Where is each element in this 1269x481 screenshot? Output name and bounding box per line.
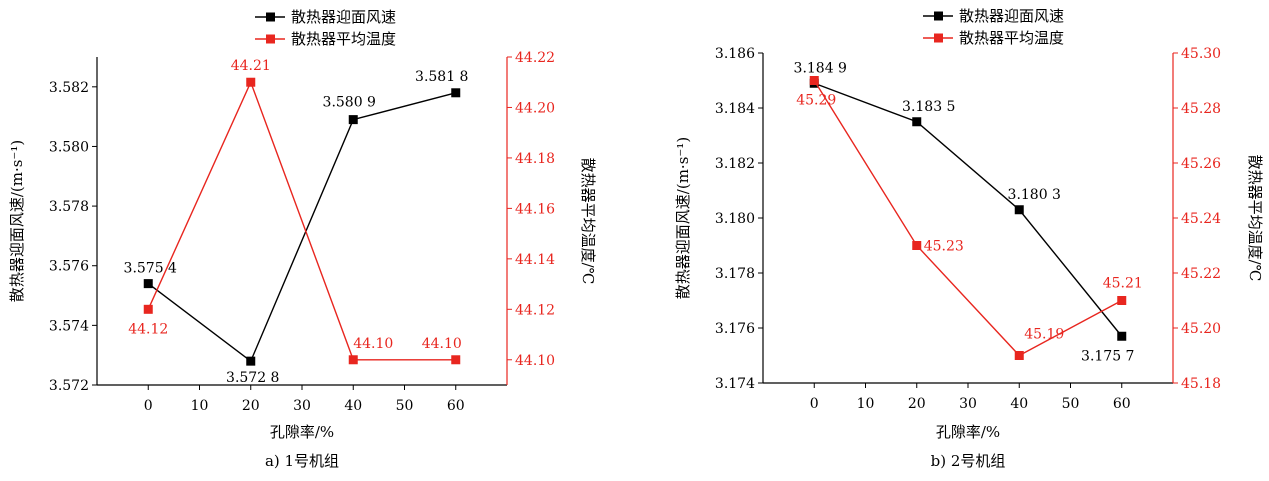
legend-label: 散热器平均温度 [959, 29, 1064, 47]
data-point-temp [348, 355, 358, 365]
y-right-tick-label: 45.22 [1181, 266, 1221, 282]
y-left-axis-title: 散热器迎面风速/(m·s⁻¹) [674, 137, 692, 299]
data-label-temp: 44.10 [353, 336, 393, 352]
y-right-tick-label: 45.20 [1181, 321, 1221, 337]
y-right-tick-label: 44.18 [515, 151, 555, 167]
x-tick-label: 50 [396, 398, 414, 414]
y-right-tick-label: 44.12 [515, 302, 555, 318]
y-left-tick-label: 3.182 [715, 156, 755, 172]
y-right-tick-label: 45.18 [1181, 376, 1221, 392]
y-left-tick-label: 3.186 [715, 46, 755, 62]
legend-label: 散热器迎面风速 [291, 8, 396, 26]
y-right-tick-label: 44.16 [515, 201, 555, 217]
data-point-speed [348, 115, 358, 125]
data-point-speed [912, 117, 922, 127]
y-right-axis-title: 散热器平均温度/℃ [579, 158, 597, 285]
data-point-temp [912, 241, 922, 250]
y-left-tick-label: 3.180 [715, 211, 755, 227]
data-point-temp [246, 77, 256, 87]
data-point-temp [1117, 296, 1127, 305]
data-point-speed [451, 88, 461, 98]
x-axis-title: 孔隙率/% [936, 423, 1000, 441]
legend-marker [266, 12, 275, 22]
x-tick-label: 60 [447, 398, 465, 414]
y-right-tick-label: 44.20 [515, 100, 555, 116]
series-line-speed [147, 92, 456, 363]
data-label-speed: 3.180 3 [1008, 187, 1061, 203]
data-label-speed: 3.581 8 [415, 69, 468, 85]
y-right-tick-label: 44.14 [515, 252, 555, 268]
data-label-speed: 3.183 5 [902, 99, 955, 115]
x-tick-label: 50 [1062, 396, 1080, 412]
chart-caption: a) 1号机组 [265, 452, 339, 470]
chart-caption: b) 2号机组 [931, 452, 1006, 470]
y-right-tick-label: 45.28 [1181, 101, 1221, 117]
series-line-temp [813, 80, 1123, 357]
y-right-tick-label: 45.24 [1181, 211, 1221, 227]
y-left-tick-label: 3.176 [715, 321, 755, 337]
series-line-speed [814, 82, 1123, 337]
y-left-tick-label: 3.580 [49, 139, 89, 155]
data-point-speed [246, 356, 256, 366]
y-left-axis-title: 散热器迎面风速/(m·s⁻¹) [8, 140, 26, 302]
x-tick-label: 0 [810, 396, 819, 412]
y-left-tick-label: 3.178 [715, 266, 755, 282]
y-right-tick-label: 45.26 [1181, 156, 1221, 172]
data-label-temp: 44.21 [231, 58, 271, 74]
x-tick-label: 40 [1010, 396, 1028, 412]
x-tick-label: 10 [857, 396, 875, 412]
x-tick-label: 10 [191, 398, 209, 414]
y-left-tick-label: 3.576 [49, 259, 89, 275]
data-label-temp: 44.12 [128, 321, 168, 337]
data-label-speed: 3.572 8 [226, 370, 279, 386]
chart-a: 0 10 20 30 40 50 60 3.572 3.574 3.576 3.578 3.580 3.… [8, 8, 597, 470]
y-left-tick-label: 3.174 [715, 376, 755, 392]
legend-marker [934, 33, 943, 43]
y-left-tick-label: 3.184 [715, 101, 755, 117]
data-point-speed [1117, 331, 1127, 341]
y-right-tick-label: 44.10 [515, 353, 555, 369]
y-right-axis-title: 散热器平均温度/℃ [1246, 155, 1264, 282]
data-label-speed: 3.175 7 [1081, 348, 1134, 364]
data-point-temp [143, 304, 153, 314]
x-tick-label: 0 [144, 398, 153, 414]
data-label-speed: 3.580 9 [323, 95, 376, 111]
data-point-temp [451, 355, 461, 365]
y-right-tick-label: 45.30 [1181, 46, 1221, 62]
data-label-temp: 45.29 [796, 93, 836, 109]
legend-label: 散热器平均温度 [291, 30, 396, 48]
data-label-temp: 45.19 [1024, 327, 1064, 343]
x-tick-label: 20 [908, 396, 926, 412]
data-label-temp: 45.23 [924, 239, 964, 255]
x-tick-label: 60 [1113, 396, 1131, 412]
data-label-speed: 3.184 9 [794, 60, 847, 76]
series-line-temp [147, 80, 456, 361]
chart-b: 0 10 20 30 40 50 60 3.174 3.176 3.178 3.180 3.182 3.… [674, 7, 1264, 470]
legend-marker [266, 34, 275, 44]
x-tick-label: 40 [344, 398, 362, 414]
y-left-tick-label: 3.572 [49, 378, 89, 394]
data-point-speed [143, 279, 153, 289]
legend-label: 散热器迎面风速 [959, 7, 1064, 25]
data-point-speed [1014, 205, 1024, 215]
y-left-tick-label: 3.578 [49, 199, 89, 215]
data-label-temp: 45.21 [1103, 276, 1143, 292]
x-axis-title: 孔隙率/% [270, 423, 334, 441]
y-left-tick-label: 3.574 [49, 318, 89, 334]
data-point-temp [809, 76, 819, 85]
data-point-temp [1014, 351, 1024, 360]
legend-marker [934, 11, 943, 21]
x-tick-label: 30 [293, 398, 311, 414]
x-tick-label: 20 [242, 398, 260, 414]
data-label-temp: 44.10 [422, 336, 462, 352]
y-right-tick-label: 44.22 [515, 50, 555, 66]
data-label-speed: 3.575 4 [124, 261, 178, 277]
x-tick-label: 30 [959, 396, 977, 412]
y-left-tick-label: 3.582 [49, 80, 89, 96]
